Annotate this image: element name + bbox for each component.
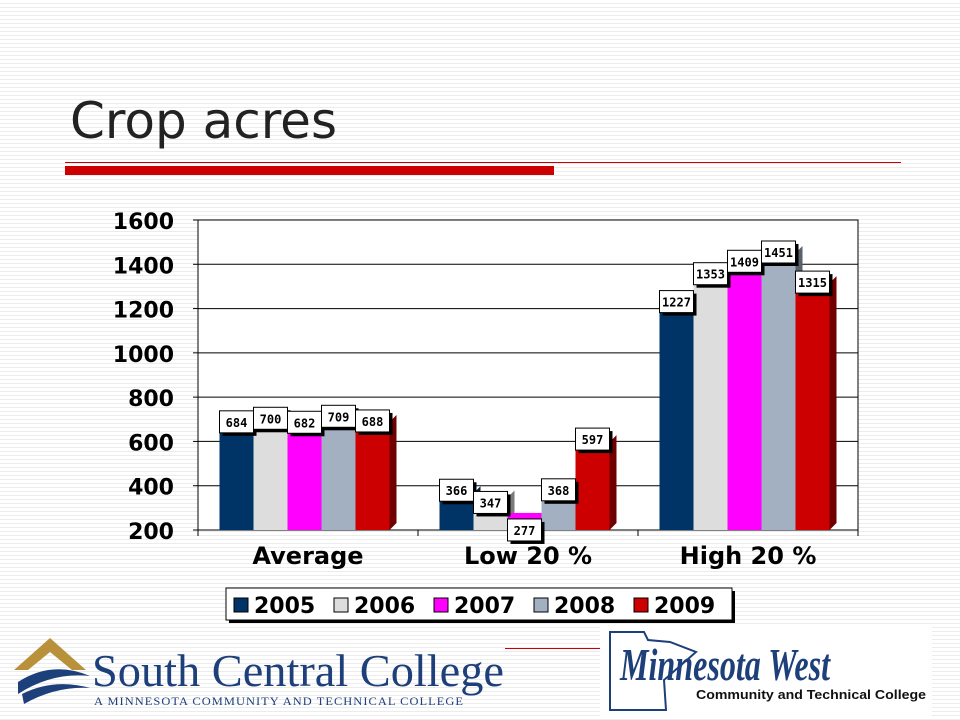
scc-logo-swoosh-icon <box>18 669 90 694</box>
y-tick-label: 1400 <box>113 254 174 279</box>
data-label: 1315 <box>798 276 827 290</box>
data-label-box <box>575 427 610 451</box>
y-tick-label: 400 <box>128 476 174 501</box>
slide-title: Crop acres <box>70 92 337 150</box>
title-rule-thin <box>65 162 901 163</box>
data-label: 700 <box>260 412 282 426</box>
y-tick-label: 1200 <box>113 299 174 324</box>
legend-swatch <box>533 597 549 613</box>
scc-logo-tagline: A MINNESOTA COMMUNITY AND TECHNICAL COLL… <box>94 694 464 708</box>
data-label-box <box>355 409 390 433</box>
bar-2006 <box>693 274 728 530</box>
y-tick-label: 200 <box>128 520 174 545</box>
data-label: 684 <box>226 416 248 430</box>
legend-swatch <box>333 597 349 613</box>
bar-2007 <box>287 423 322 530</box>
legend-label: 2006 <box>354 594 415 619</box>
legend-label: 2007 <box>454 594 515 619</box>
minnesota-state-outline-icon <box>609 631 698 711</box>
data-label-box <box>693 262 728 286</box>
data-label-box <box>761 240 796 264</box>
bar-side <box>609 435 617 530</box>
bar-2005 <box>219 422 254 530</box>
data-label-box <box>473 490 508 514</box>
bar-side <box>829 276 837 530</box>
legend-label: 2009 <box>654 594 715 619</box>
data-label-box <box>795 270 830 294</box>
footer-rule <box>505 648 600 649</box>
y-tick-label: 800 <box>128 387 174 412</box>
x-category-label: Low 20 % <box>464 542 592 570</box>
y-tick-label: 1000 <box>113 343 174 368</box>
x-category-label: Average <box>252 542 363 570</box>
data-label-box <box>507 518 542 542</box>
x-category-label: High 20 % <box>680 542 817 570</box>
bar-2006 <box>253 419 288 530</box>
y-tick-label: 600 <box>128 431 174 456</box>
legend-label: 2005 <box>254 594 315 619</box>
minnesota-west-tagline: Community and Technical College <box>696 687 926 702</box>
bar-2007 <box>727 262 762 530</box>
bar-2009 <box>355 421 390 530</box>
legend-swatch <box>633 597 649 613</box>
bar-2005 <box>659 302 694 530</box>
data-label: 597 <box>582 433 604 447</box>
data-label: 709 <box>328 410 350 424</box>
bar-2008 <box>321 417 356 530</box>
y-tick-label: 1600 <box>113 210 174 235</box>
data-label: 368 <box>548 484 570 498</box>
data-label: 1409 <box>730 255 759 269</box>
data-label: 366 <box>446 484 468 498</box>
data-label: 1227 <box>662 296 691 310</box>
minnesota-west-wordmark: Minnesota West <box>619 639 831 690</box>
data-label-box <box>439 478 474 502</box>
minnesota-west-logo: Minnesota West Community and Technical C… <box>600 626 932 718</box>
data-label-box <box>659 290 694 314</box>
bar-2009 <box>795 283 830 530</box>
bar-2009 <box>575 442 610 530</box>
data-label: 1353 <box>696 268 725 282</box>
legend-label: 2008 <box>554 594 615 619</box>
data-label: 1451 <box>764 246 793 260</box>
data-label: 347 <box>480 496 502 510</box>
title-rule-thick <box>65 166 554 175</box>
crop-acres-chart: 200 400 600 800 1000 1200 1400 1600 Average Low 2… <box>113 210 859 623</box>
scc-logo-mark-icon <box>14 638 86 670</box>
data-label: 682 <box>294 416 316 430</box>
bar-2008 <box>761 252 796 530</box>
legend-swatch <box>233 597 249 613</box>
data-label: 277 <box>514 524 536 538</box>
south-central-college-logo: South Central College A MINNESOTA COMMUN… <box>14 638 504 708</box>
bar-side <box>389 414 397 530</box>
scc-logo-name: South Central College <box>92 645 504 696</box>
data-label: 688 <box>362 415 384 429</box>
legend-swatch <box>433 597 449 613</box>
data-label-box <box>541 478 576 502</box>
